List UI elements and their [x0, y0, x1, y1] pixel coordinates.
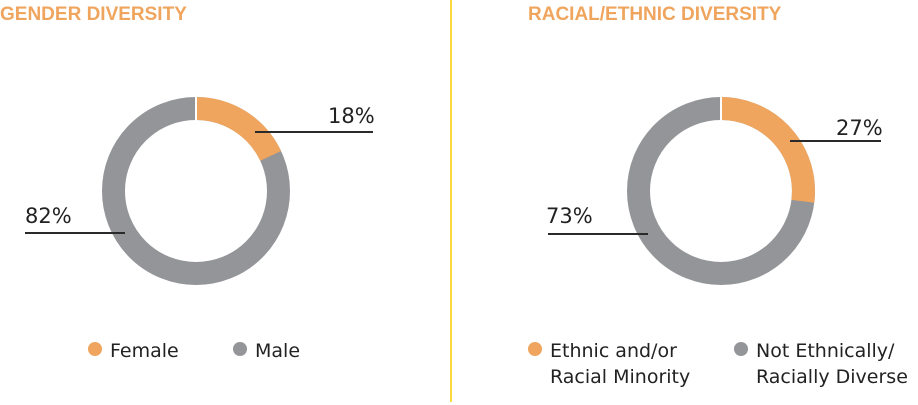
male-dot-icon — [233, 342, 247, 356]
legend-label-line1: Not Ethnically/ — [756, 340, 895, 362]
non-minority-leader-line — [548, 233, 648, 235]
non-minority-percent-label: 73% — [546, 204, 593, 228]
minority-dot-icon — [528, 342, 542, 356]
gender-chart-title: GENDER DIVERSITY — [0, 4, 187, 25]
male-leader-line — [25, 232, 125, 234]
legend-label-line1: Ethnic and/or — [550, 340, 677, 362]
legend-label: Female — [110, 340, 179, 362]
racial-chart-title: RACIAL/ETHNIC DIVERSITY — [528, 4, 782, 25]
female-dot-icon — [88, 342, 102, 356]
racial-legend-minority: Ethnic and/or Racial Minority — [528, 338, 690, 390]
gender-legend-male: Male — [233, 338, 300, 364]
legend-label: Male — [255, 340, 301, 362]
minority-percent-label: 27% — [836, 116, 883, 140]
female-percent-label: 18% — [328, 104, 375, 128]
panel-divider — [450, 0, 452, 402]
non-minority-dot-icon — [734, 342, 748, 356]
minority-leader-line — [790, 140, 881, 142]
racial-donut-chart — [627, 96, 815, 285]
legend-label-line2: Racial Minority — [550, 366, 691, 388]
gender-legend-female: Female — [88, 338, 179, 364]
male-percent-label: 82% — [25, 204, 72, 228]
racial-legend-non-minority: Not Ethnically/ Racially Diverse — [734, 338, 908, 390]
legend-label-line2: Racially Diverse — [756, 366, 908, 388]
female-leader-line — [255, 131, 373, 133]
gender-donut-chart — [102, 96, 290, 285]
